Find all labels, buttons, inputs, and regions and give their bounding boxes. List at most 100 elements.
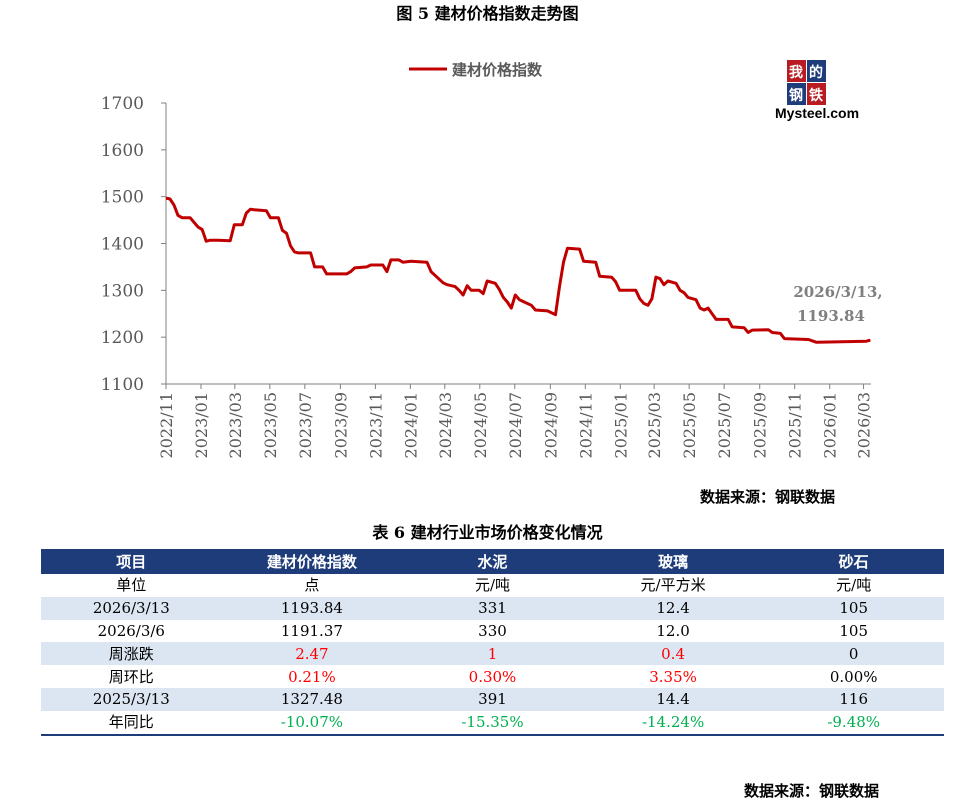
x-axis: 2022/11 2023/01 2023/03 2023/05 2023/07 2023/… (157, 383, 874, 458)
x-tick-label: 2023/11 (366, 392, 385, 458)
header-cell: 项目 (41, 549, 222, 574)
header-cell: 玻璃 (582, 549, 764, 574)
chart-source: 数据来源：钢联数据 (700, 488, 836, 506)
x-tick-label: 2025/11 (786, 392, 805, 458)
mysteel-logo: 我 的 钢 铁 Mysteel.com (775, 60, 859, 121)
row-label: 周涨跌 (41, 642, 222, 666)
x-tick-label: 2023/03 (226, 392, 245, 458)
table-cell: 1193.84 (221, 596, 403, 620)
table-cell: 0 (763, 642, 944, 666)
logo-cell (787, 83, 806, 105)
table-cell: 1327.48 (221, 687, 403, 711)
x-tick-label: 2024/05 (471, 392, 490, 458)
row-label: 年同比 (41, 710, 222, 736)
x-tick-label: 2024/07 (506, 392, 525, 458)
x-tick-label: 2022/11 (157, 392, 176, 458)
y-tick-label: 1300 (101, 281, 144, 301)
logo-char: 的 (809, 64, 823, 81)
annotation-line1: 2026/3/13, (793, 283, 882, 301)
x-tick-label: 2025/05 (680, 392, 699, 458)
table-cell: 0.30% (468, 667, 517, 686)
x-tick-label: 2023/01 (192, 392, 211, 458)
logo-char: 我 (789, 65, 803, 81)
table-row: 年同比 -10.07% -15.35% -14.24% -9.48% (41, 710, 944, 736)
chart-legend: 建材价格指数 (409, 61, 543, 79)
annotation-line2: 1193.84 (797, 307, 865, 325)
table-row: 2026/3/13 1193.84 331 12.4 105 (41, 596, 944, 620)
legend-label: 建材价格指数 (452, 61, 543, 79)
row-label: 2025/3/13 (41, 687, 222, 711)
x-tick-label: 2025/03 (645, 392, 664, 458)
table-cell: -15.35% (402, 710, 583, 736)
line-chart: 1100 1200 1300 1400 1500 1600 1700 2022/11 2023… (101, 60, 883, 458)
table-header-row: 项目 建材价格指数 水泥 玻璃 砂石 (41, 549, 944, 574)
logo-cell (807, 60, 826, 82)
table-title: 表 6 建材行业市场价格变化情况 (372, 523, 603, 542)
table-cell: 3.35% (649, 667, 697, 686)
table-cell: 0.00% (829, 667, 878, 686)
y-tick-label: 1500 (101, 188, 144, 208)
table-cell: 14.4 (582, 687, 764, 711)
logo-cell (807, 83, 826, 105)
table-cell: 0.4 (582, 642, 764, 666)
logo-char: 钢 (789, 87, 803, 104)
y-tick-label: 1200 (101, 328, 144, 348)
table-row: 周涨跌 2.47 1 0.4 0 (41, 642, 944, 666)
table-row: 周环比 0.21% 0.30% 3.35% 0.00% (41, 665, 944, 688)
x-tick-label: 2023/05 (261, 392, 280, 458)
table-cell: 1191.37 (280, 621, 343, 640)
table-cell: 331 (402, 596, 583, 620)
header-cell: 水泥 (402, 549, 583, 574)
table-cell: 12.4 (582, 596, 764, 620)
header-cell: 建材价格指数 (221, 549, 403, 574)
y-tick-label: 1400 (101, 235, 144, 255)
table-row: 2025/3/13 1327.48 391 14.4 116 (41, 687, 944, 711)
table-cell: 105 (839, 621, 868, 640)
table-cell: 元/吨 (474, 576, 511, 595)
table-cell: 391 (402, 687, 583, 711)
x-tick-label: 2026/03 (855, 392, 874, 458)
table-cell: 2.47 (221, 642, 403, 666)
x-tick-label: 2024/03 (436, 392, 455, 458)
row-label: 周环比 (108, 667, 154, 686)
y-tick-label: 1700 (101, 94, 144, 114)
series-layer (165, 196, 871, 344)
y-tick-label: 1600 (101, 141, 144, 161)
x-tick-label: 2025/09 (751, 392, 770, 458)
table-row: 2026/3/6 1191.37 330 12.0 105 (41, 620, 944, 643)
x-tick-label: 2024/09 (541, 392, 560, 458)
logo-cell (787, 60, 806, 82)
table-cell: -14.24% (582, 710, 764, 736)
table-cell: 1 (402, 642, 583, 666)
table-cell: 330 (478, 621, 507, 640)
series-line (165, 196, 871, 344)
x-tick-label: 2025/07 (715, 392, 734, 458)
row-label: 单位 (116, 576, 147, 595)
x-tick-label: 2023/07 (296, 392, 315, 458)
logo-char: 铁 (809, 87, 823, 104)
x-tick-label: 2024/11 (576, 392, 595, 458)
y-axis: 1100 1200 1300 1400 1500 1600 1700 (101, 94, 167, 395)
row-label: 2026/3/13 (41, 596, 222, 620)
table-source: 数据来源：钢联数据 (744, 782, 880, 800)
table-cell: -9.48% (763, 710, 944, 736)
logo-text: Mysteel.com (775, 105, 859, 121)
table-cell: 12.0 (656, 621, 690, 640)
price-table: 项目 建材价格指数 水泥 玻璃 砂石 单位点元/吨 元/平方米 元/吨 2026/3/… (41, 549, 944, 736)
table-cell: 105 (763, 596, 944, 620)
x-tick-label: 2025/01 (611, 392, 630, 458)
x-tick-label: 2026/01 (821, 392, 840, 458)
row-label: 2026/3/6 (97, 621, 165, 640)
chart-annotation: 2026/3/13, 1193.84 (793, 283, 882, 325)
table-cell: 元/平方米 (640, 576, 706, 595)
x-tick-label: 2023/09 (331, 392, 350, 458)
table-cell: 116 (763, 687, 944, 711)
table-cell: 元/吨 (836, 576, 872, 595)
table-cell: 点 (304, 576, 320, 595)
x-tick-label: 2024/01 (401, 392, 420, 458)
table-row: 单位 点 元/吨 元/平方米 元/吨 (41, 574, 944, 597)
table-cell: -10.07% (221, 710, 403, 736)
y-tick-label: 1100 (101, 375, 144, 395)
table-body: 单位点元/吨 元/平方米 元/吨 2026/3/13 1193.84 331 12.4 105… (41, 574, 944, 736)
table-cell: 0.21% (288, 667, 336, 686)
